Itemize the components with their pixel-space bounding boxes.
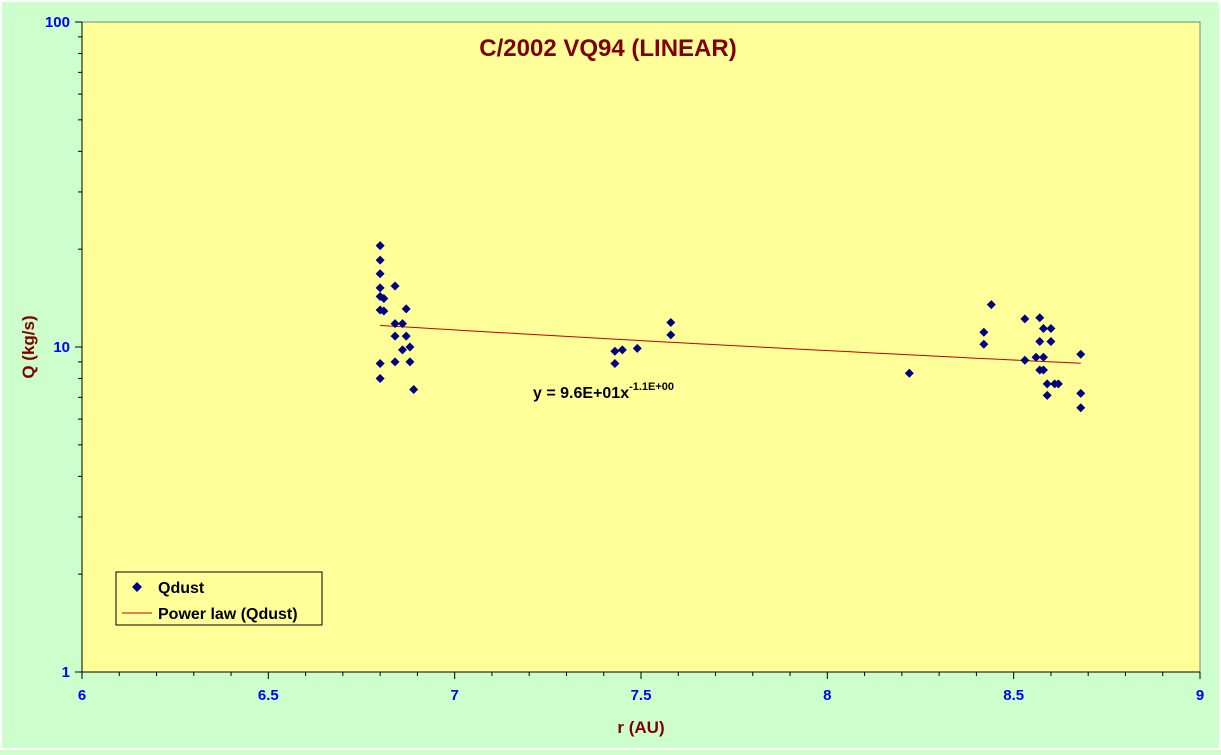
plot-area — [81, 21, 1201, 673]
data-point — [390, 281, 400, 291]
data-point — [1035, 336, 1045, 346]
legend: Qdust Power law (Qdust) — [115, 571, 323, 626]
data-points — [375, 241, 1086, 413]
x-tick-label: 6 — [78, 687, 86, 704]
legend-marker-diamond-icon — [132, 582, 142, 592]
data-point — [1038, 352, 1048, 362]
axes: 6 6.5 7 7.5 8 8.5 9 1 10 100 — [45, 14, 1204, 704]
data-point — [1038, 324, 1048, 334]
trendline-group — [380, 324, 1081, 364]
data-point — [610, 346, 620, 356]
legend-box — [115, 571, 323, 626]
y-tick-label: 100 — [45, 14, 70, 31]
data-point — [1076, 388, 1086, 398]
data-point — [610, 358, 620, 368]
data-point — [666, 317, 676, 327]
data-point — [401, 304, 411, 314]
trend-equation-main: y = 9.6E+01x — [533, 385, 629, 402]
data-point — [632, 343, 642, 353]
data-point — [375, 241, 385, 251]
data-point — [1046, 324, 1056, 334]
legend-label-power-law: Power law (Qdust) — [158, 606, 298, 623]
data-point — [1020, 355, 1030, 365]
data-point — [1038, 365, 1048, 375]
data-point — [979, 327, 989, 337]
data-point — [405, 357, 415, 367]
data-point — [617, 345, 627, 355]
data-point — [375, 283, 385, 293]
data-point — [401, 331, 411, 341]
x-tick-label: 6.5 — [258, 687, 279, 704]
trend-equation-exponent: -1.1E+00 — [629, 381, 674, 393]
x-tick-label: 9 — [1196, 687, 1204, 704]
data-point — [375, 358, 385, 368]
y-axis-title: Q (kg/s) — [19, 315, 38, 378]
data-point — [390, 331, 400, 341]
y-tick-label: 1 — [62, 664, 70, 681]
data-point — [375, 269, 385, 279]
x-tick-label: 8.5 — [1003, 687, 1024, 704]
data-point — [1076, 403, 1086, 413]
x-tick-label: 7.5 — [631, 687, 652, 704]
data-point — [986, 300, 996, 310]
data-point — [409, 384, 419, 394]
data-point — [379, 306, 389, 316]
data-point — [904, 368, 914, 378]
data-point — [1031, 352, 1041, 362]
trend-equation: y = 9.6E+01x-1.1E+00 — [533, 381, 674, 402]
data-point — [1020, 314, 1030, 324]
data-point — [1053, 379, 1063, 389]
data-point — [1035, 313, 1045, 323]
data-point — [397, 345, 407, 355]
chart-title: C/2002 VQ94 (LINEAR) — [479, 35, 736, 62]
data-point — [1042, 379, 1052, 389]
data-point — [405, 342, 415, 352]
data-point — [379, 294, 389, 304]
data-point — [390, 357, 400, 367]
data-point — [390, 319, 400, 329]
power-law-trendline — [380, 324, 1081, 364]
data-point — [1076, 349, 1086, 359]
x-tick-label: 8 — [823, 687, 831, 704]
data-point — [375, 255, 385, 265]
data-point — [397, 319, 407, 329]
data-point — [979, 339, 989, 349]
y-tick-label: 10 — [53, 339, 70, 356]
x-tick-label: 7 — [450, 687, 458, 704]
data-point — [1042, 390, 1052, 400]
data-point — [375, 373, 385, 383]
x-axis-title: r (AU) — [617, 718, 664, 737]
data-point — [1046, 336, 1056, 346]
legend-label-qdust: Qdust — [158, 580, 205, 597]
data-point — [666, 330, 676, 340]
